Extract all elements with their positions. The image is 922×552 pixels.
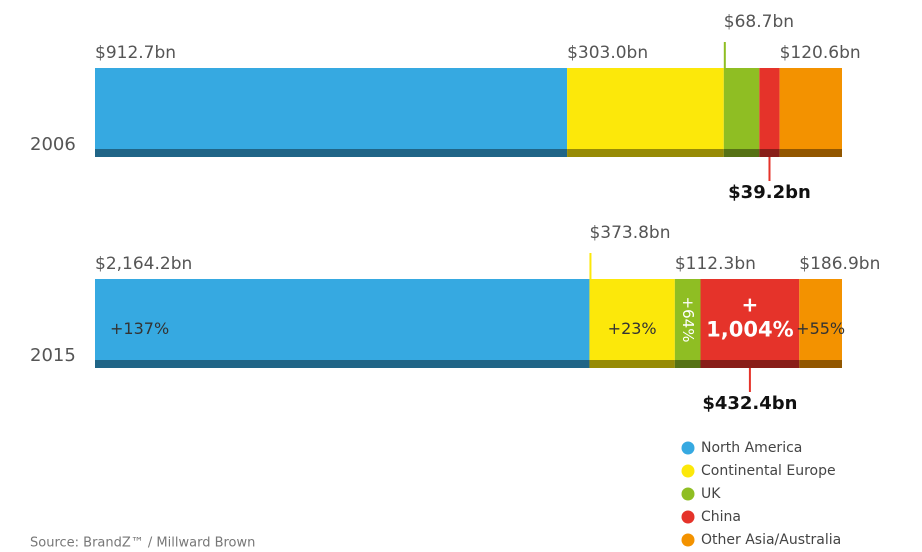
change-label: +1,004% — [706, 292, 793, 342]
bar-shadow — [674, 360, 701, 368]
bar-shadow — [723, 149, 760, 157]
legend-swatch — [681, 487, 695, 501]
bar-segment — [723, 68, 760, 157]
year-label: 2015 — [30, 345, 76, 366]
bar-shadow — [759, 149, 780, 157]
bar-shadow — [779, 149, 842, 157]
change-label: +23% — [608, 319, 657, 338]
bar-segment — [779, 68, 842, 157]
bar-segment — [95, 279, 590, 368]
bar-shadow — [799, 360, 842, 368]
legend-swatch — [681, 533, 695, 547]
bar-segment — [567, 68, 724, 157]
bar-shadow — [95, 149, 568, 157]
year-label: 2006 — [30, 134, 76, 155]
bar-shadow — [567, 149, 724, 157]
change-label: +55% — [796, 319, 845, 338]
legend-label: North America — [701, 440, 802, 456]
change-label: +64% — [679, 297, 697, 343]
bar-segment — [95, 68, 568, 157]
value-label: $912.7bn — [95, 43, 176, 63]
legend-label: Continental Europe — [701, 463, 836, 479]
value-label: $39.2bn — [728, 182, 811, 203]
bar-segment — [700, 279, 800, 368]
bar-shadow — [95, 360, 590, 368]
value-label: $112.3bn — [675, 254, 756, 274]
legend-label: Other Asia/Australia — [701, 532, 841, 548]
value-label: $186.9bn — [799, 254, 880, 274]
bar-shadow — [589, 360, 675, 368]
bar-segment — [759, 68, 780, 157]
legend-swatch — [681, 464, 695, 478]
bar-segment — [674, 279, 701, 368]
change-label: +137% — [110, 319, 169, 338]
legend-swatch — [681, 510, 695, 524]
bar-segment — [589, 279, 675, 368]
legend-label: UK — [701, 486, 721, 502]
bar-shadow — [700, 360, 800, 368]
value-label: $120.6bn — [780, 43, 861, 63]
value-label: $303.0bn — [567, 43, 648, 63]
legend-swatch — [681, 441, 695, 455]
value-label: $68.7bn — [724, 12, 794, 32]
legend-label: China — [701, 509, 741, 525]
source: Source: BrandZ™ / Millward Brown — [30, 536, 255, 551]
bar-segment — [799, 279, 842, 368]
value-label: $2,164.2bn — [95, 254, 192, 274]
value-label: $432.4bn — [702, 393, 797, 414]
value-label: $373.8bn — [589, 223, 670, 243]
